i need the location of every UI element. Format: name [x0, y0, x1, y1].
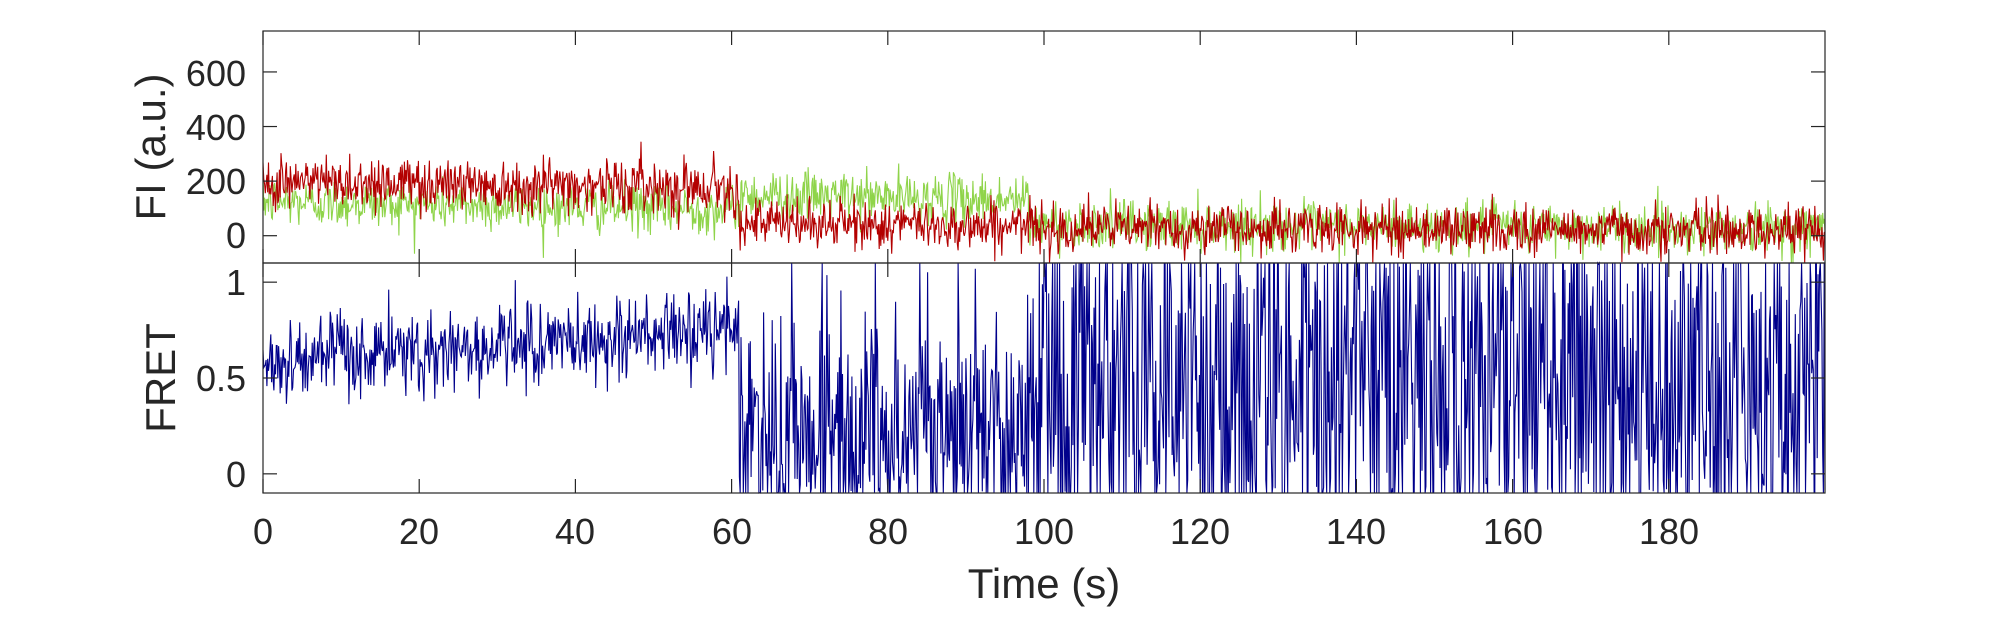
fret-traces — [262, 261, 1826, 494]
x-tick-label: 140 — [1326, 511, 1386, 552]
fret-ytick-label: 0.5 — [196, 358, 246, 399]
fluorescence-series-line-0 — [262, 163, 1826, 264]
x-axis-label: Time (s) — [968, 560, 1120, 607]
fi-ytick-label: 600 — [186, 53, 246, 94]
fi-y-axis-label: FI (a.u.) — [127, 73, 174, 220]
fi-ytick-label: 400 — [186, 107, 246, 148]
x-tick-label: 120 — [1170, 511, 1230, 552]
fret-ticks — [262, 263, 1825, 493]
x-tick-label: 40 — [555, 511, 595, 552]
x-tick-label: 100 — [1014, 511, 1074, 552]
x-tick-label: 20 — [399, 511, 439, 552]
fret-ytick-label: 0 — [226, 454, 246, 495]
fi-ytick-label: 0 — [226, 215, 246, 256]
fi-ytick-label: 200 — [186, 161, 246, 202]
fluorescence-ticks — [262, 31, 1825, 263]
x-tick-label: 180 — [1639, 511, 1699, 552]
x-tick-label: 60 — [712, 511, 752, 552]
fret-panel: 0 0.5 1 FRET 0 20 40 60 80 100 120 140 1… — [137, 261, 1826, 607]
fret-ytick-label: 1 — [226, 262, 246, 303]
fluorescence-panel: 0 200 400 600 FI (a.u.) — [127, 30, 1826, 264]
fret-series-line-0 — [262, 261, 1826, 494]
x-tick-label: 160 — [1483, 511, 1543, 552]
fret-y-axis-label: FRET — [137, 323, 184, 433]
fluorescence-traces — [262, 141, 1826, 264]
fluorescence-series-line-1 — [262, 141, 1826, 264]
x-tick-label: 0 — [253, 511, 273, 552]
x-tick-label: 80 — [868, 511, 908, 552]
